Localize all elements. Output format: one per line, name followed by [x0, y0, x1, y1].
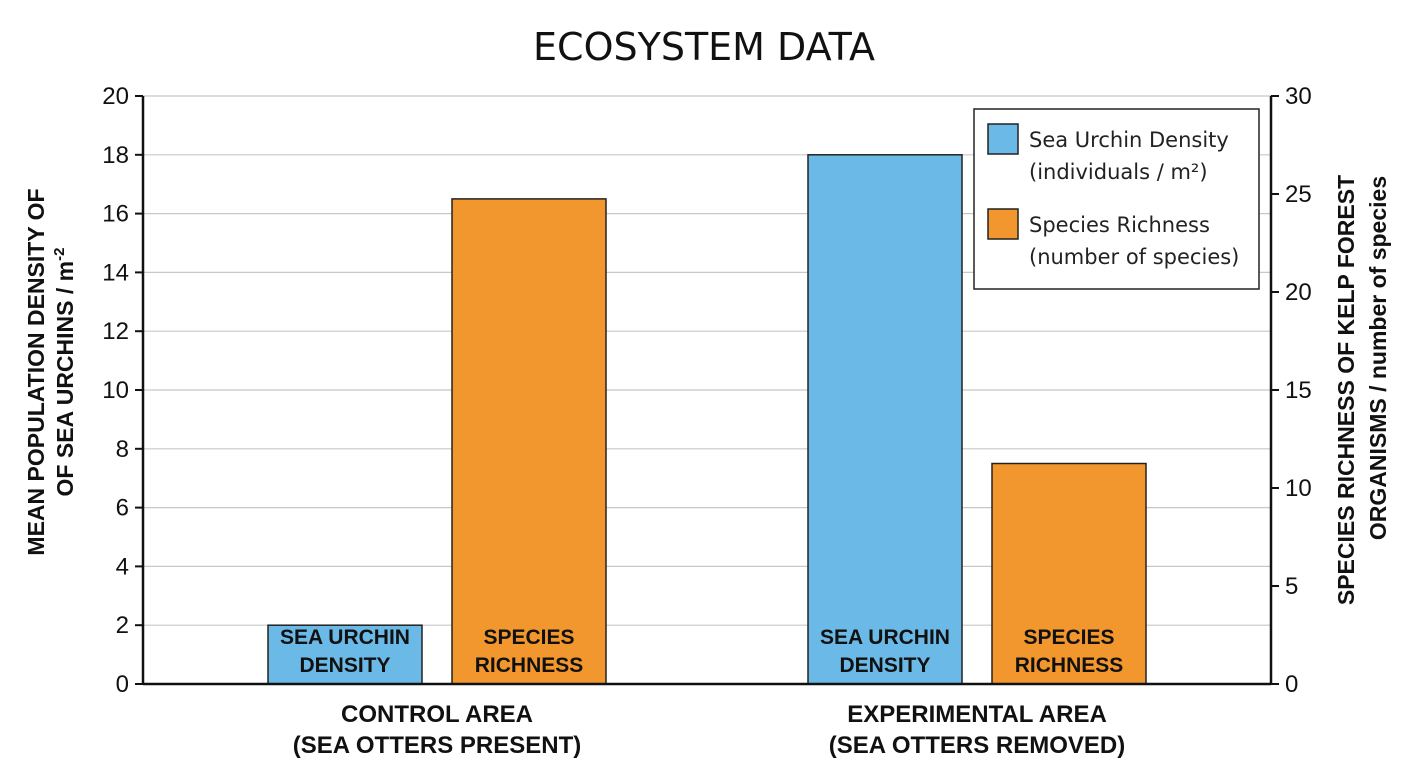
bars: SEA URCHIN DENSITY SEA URCHIN DENSITY SPECIE… [267, 154, 1147, 685]
left-tick-label: 8 [116, 436, 129, 463]
legend: Sea Urchin Density (individuals / m²) Sp… [973, 108, 1260, 290]
bar-label: RICHNESS [1015, 654, 1124, 677]
category-sublabel: (SEA OTTERS REMOVED) [829, 732, 1125, 759]
left-axis-title-line2-text: OF SEA URCHINS / m [52, 261, 78, 497]
legend-box [973, 108, 1260, 290]
chart-title: ECOSYSTEM DATA [533, 25, 875, 69]
category-sublabel: (SEA OTTERS PRESENT) [293, 732, 581, 759]
left-ticks: 0 2 4 6 8 10 12 14 16 18 20 [102, 83, 143, 698]
right-tick-label: 30 [1285, 83, 1312, 110]
right-tick-label: 0 [1285, 671, 1298, 698]
bar-label: SEA URCHIN [820, 626, 950, 649]
species-richness-bar [451, 198, 607, 685]
left-axis-title-line2: OF SEA URCHINS / m-2 [51, 248, 78, 497]
legend-label-sea-urchin: Sea Urchin Density [1029, 128, 1229, 152]
left-tick-label: 4 [116, 553, 129, 580]
left-tick-label: 20 [102, 83, 129, 110]
right-tick-label: 20 [1285, 279, 1312, 306]
bar-label: SPECIES [483, 626, 574, 649]
left-axis-title: MEAN POPULATION DENSITY OF [23, 188, 49, 555]
left-tick-label: 14 [102, 259, 129, 286]
left-tick-label: 16 [102, 201, 129, 228]
category-label: EXPERIMENTAL AREA [847, 701, 1107, 728]
sea-urchin-bar [267, 624, 423, 685]
bar-label: SPECIES [1023, 626, 1114, 649]
legend-swatch-species-richness [987, 208, 1019, 240]
left-axis-title-superscript: -2 [51, 248, 68, 261]
bar-label: SEA URCHIN [280, 626, 410, 649]
bar-label: RICHNESS [475, 654, 584, 677]
right-tick-label: 25 [1285, 181, 1312, 208]
category-label: CONTROL AREA [341, 701, 533, 728]
right-tick-label: 10 [1285, 475, 1312, 502]
bar-label: DENSITY [839, 654, 930, 677]
right-tick-label: 15 [1285, 377, 1312, 404]
left-tick-label: 0 [116, 671, 129, 698]
left-tick-label: 10 [102, 377, 129, 404]
right-ticks: 0 5 10 15 20 25 30 [1271, 83, 1312, 698]
legend-swatch-sea-urchin [987, 123, 1019, 155]
right-tick-label: 5 [1285, 573, 1298, 600]
gridlines [143, 95, 1271, 626]
category-labels: CONTROL AREA (SEA OTTERS PRESENT) EXPERIME… [293, 701, 1125, 759]
left-tick-label: 2 [116, 612, 129, 639]
left-tick-label: 6 [116, 495, 129, 522]
left-tick-label: 12 [102, 318, 129, 345]
right-axis-title-line2: ORGANISMS / number of species [1365, 176, 1391, 540]
legend-unit-sea-urchin: (individuals / m²) [1029, 160, 1208, 184]
left-tick-label: 18 [102, 142, 129, 169]
species-richness-bar [991, 462, 1147, 685]
legend-unit-species-richness: (number of species) [1029, 245, 1239, 269]
legend-label-species-richness: Species Richness [1029, 213, 1210, 237]
sea-urchin-bar [807, 154, 963, 685]
right-axis-title: SPECIES RICHNESS OF KELP FOREST [1333, 175, 1359, 605]
bar-label: DENSITY [299, 654, 390, 677]
